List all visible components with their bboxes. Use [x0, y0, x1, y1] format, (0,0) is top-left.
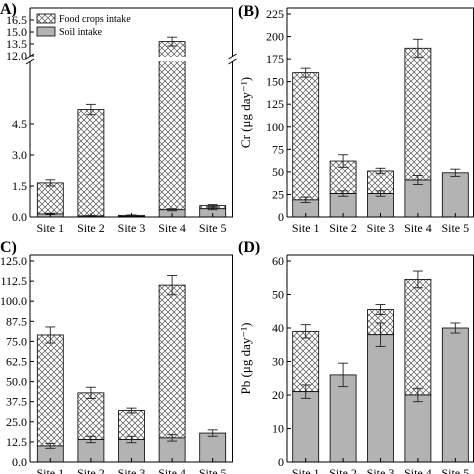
x-tick-label: Site 4	[158, 466, 186, 474]
y-tick-label: 50	[272, 165, 284, 179]
panel-d: 0 10 20 30 40 50 60 Site 1 Site 2 Site 3 Site 4 Sit…	[238, 239, 474, 474]
bar-soil-4	[404, 179, 432, 218]
legend-swatch-food	[36, 13, 56, 24]
y-tick-label: 87.5	[6, 314, 27, 328]
panel-b: 0 25 50 75 100 125 150 175 200 225 Site 1 Site 2 Sit…	[238, 3, 474, 235]
bar-food-3	[367, 170, 394, 194]
y-tick-label: 62.5	[6, 355, 27, 369]
bar-food-3	[118, 410, 145, 440]
bar-food-4	[158, 284, 186, 439]
panel-label: A)	[0, 1, 17, 18]
bar-soil-1	[292, 391, 320, 463]
x-tick-label: Site 1	[36, 221, 64, 235]
y-tick-label: 0	[278, 455, 284, 469]
legend-swatch-soil	[36, 26, 56, 37]
x-tick-label: Site 1	[292, 466, 320, 474]
bar-soil-5	[199, 432, 227, 463]
x-tick-label: Site 4	[158, 221, 186, 235]
axis-break-mark-2b	[228, 53, 237, 60]
bar-food-4	[404, 47, 432, 181]
y-tick-label: 175	[266, 52, 284, 66]
x-tick-label: Site 2	[329, 221, 357, 235]
y-tick-label: 30	[272, 355, 284, 369]
bar-food-1	[292, 330, 320, 393]
y-tick-label: 100	[266, 120, 284, 134]
y-tick-label: 25.0	[6, 415, 27, 429]
y-tick-label: 75.0	[6, 334, 27, 348]
y-tick-label: 125.0	[0, 254, 27, 268]
axis-break-mark-2a	[228, 58, 237, 65]
x-tick-label: Site 3	[367, 221, 395, 235]
y-tick-label: 100.0	[0, 294, 27, 308]
x-tick-label: Site 5	[199, 221, 227, 235]
panel-label: (D)	[238, 239, 260, 256]
y-tick-label: 60	[272, 254, 284, 268]
panel-c: 0.0 12.5 25.0 37.5 50.0 62.5 75.0 87.5 100.0 112.…	[0, 239, 233, 474]
y-tick-label: 4.5	[12, 117, 27, 131]
x-tick-label: Site 4	[404, 221, 432, 235]
x-tick-label: Site 1	[36, 466, 64, 474]
x-tick-label: Site 3	[118, 221, 146, 235]
y-tick-label: 150	[266, 75, 284, 89]
y-tick-label: 20	[272, 388, 284, 402]
x-tick-label: Site 2	[77, 466, 105, 474]
x-tick-label: Site 3	[367, 466, 395, 474]
bar-food-2	[77, 109, 105, 217]
y-tick-label: 40	[272, 321, 284, 335]
y-tick-label: 112.5	[0, 274, 27, 288]
y-axis-label: Pb (μg day⁻¹)	[238, 323, 253, 395]
x-tick-label: Site 2	[329, 466, 357, 474]
x-tick-label: Site 5	[199, 466, 227, 474]
bar-soil-3	[367, 334, 394, 463]
y-tick-label: 25	[272, 187, 284, 201]
bar-food-4	[158, 41, 186, 211]
bar-food-1	[36, 182, 64, 215]
bar-food-1	[36, 334, 64, 447]
y-tick-label: 37.5	[6, 395, 27, 409]
y-tick-label: 50.0	[6, 375, 27, 389]
x-tick-label: Site 2	[77, 221, 105, 235]
y-tick-label: 3.0	[12, 148, 27, 162]
y-tick-label: 15.0	[6, 25, 27, 39]
y-tick-label: 12.5	[6, 435, 27, 449]
y-tick-label: 13.5	[6, 37, 27, 51]
y-tick-label: 50	[272, 288, 284, 302]
x-tick-label: Site 1	[292, 221, 320, 235]
bar-soil-5	[441, 327, 469, 463]
y-tick-label: 12.0	[6, 49, 27, 63]
y-tick-label: 75	[272, 142, 284, 156]
y-tick-label: 16.5	[6, 13, 27, 27]
x-tick-label: Site 3	[118, 466, 146, 474]
bar-food-4	[404, 279, 432, 396]
bar-soil-2	[329, 374, 357, 463]
x-tick-label: Site 5	[441, 466, 469, 474]
x-tick-label: Site 4	[404, 466, 432, 474]
bar-soil-5	[441, 172, 469, 218]
y-axis-label: Cr (μg day⁻¹)	[238, 77, 253, 148]
x-tick-label: Site 5	[441, 221, 469, 235]
y-tick-label: 225	[266, 7, 284, 21]
panel-label: (B)	[238, 3, 259, 20]
legend-label-soil: Soil intake	[59, 27, 103, 38]
axis-break-gap	[24, 57, 239, 61]
y-tick-label: 0	[278, 210, 284, 224]
y-tick-label: 0.0	[12, 210, 27, 224]
y-tick-label: 1.5	[12, 179, 27, 193]
panel-a: 0.0 1.5 3.0 4.5 12.013.515.016.5 Site 1 Site 2…	[0, 1, 239, 235]
axis-break-mark-1a	[25, 58, 35, 65]
legend-label-food: Food crops intake	[59, 14, 131, 25]
bar-food-2	[77, 392, 105, 440]
y-tick-label: 0.0	[12, 455, 27, 469]
y-tick-label: 125	[266, 97, 284, 111]
panel-label: C)	[0, 239, 17, 256]
y-tick-label: 10	[272, 422, 284, 436]
bar-soil-4	[404, 394, 432, 463]
bar-food-1	[292, 72, 320, 201]
y-tick-label: 200	[266, 30, 284, 44]
